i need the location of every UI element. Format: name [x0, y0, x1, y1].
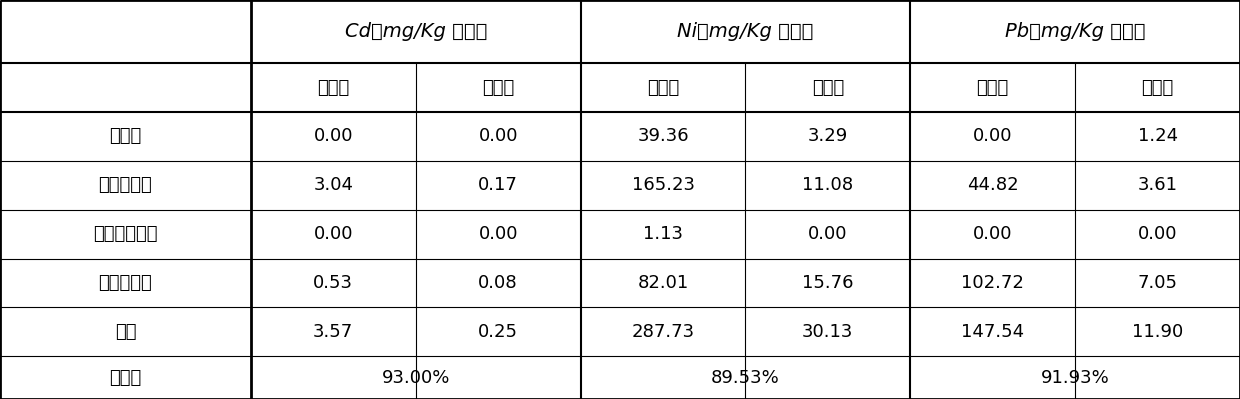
Text: 82.01: 82.01 — [637, 274, 688, 292]
Text: 1.24: 1.24 — [1137, 127, 1178, 145]
Text: 治理后: 治理后 — [482, 79, 515, 97]
Text: 3.04: 3.04 — [314, 176, 353, 194]
Text: 碳酸盐结合态: 碳酸盐结合态 — [93, 225, 157, 243]
Text: 7.05: 7.05 — [1137, 274, 1178, 292]
Text: 39.36: 39.36 — [637, 127, 688, 145]
Text: Cd（mg/Kg 土壤）: Cd（mg/Kg 土壤） — [345, 22, 487, 41]
Text: 102.72: 102.72 — [961, 274, 1024, 292]
Text: 0.00: 0.00 — [973, 225, 1013, 243]
Text: 0.00: 0.00 — [1138, 225, 1177, 243]
Text: Ni（mg/Kg 土壤）: Ni（mg/Kg 土壤） — [677, 22, 813, 41]
Text: 44.82: 44.82 — [967, 176, 1018, 194]
Text: 165.23: 165.23 — [631, 176, 694, 194]
Text: 3.61: 3.61 — [1137, 176, 1178, 194]
Text: 离子交换态: 离子交换态 — [98, 176, 153, 194]
Text: 水溶态: 水溶态 — [109, 127, 141, 145]
Text: 3.57: 3.57 — [314, 323, 353, 341]
Text: 1.13: 1.13 — [644, 225, 683, 243]
Text: 0.08: 0.08 — [479, 274, 518, 292]
Text: 铁锰氧化态: 铁锰氧化态 — [98, 274, 153, 292]
Text: 0.00: 0.00 — [314, 225, 353, 243]
Text: 0.00: 0.00 — [973, 127, 1013, 145]
Text: 3.29: 3.29 — [807, 127, 848, 145]
Text: 总量: 总量 — [114, 323, 136, 341]
Text: 0.53: 0.53 — [314, 274, 353, 292]
Text: 治理后: 治理后 — [812, 79, 844, 97]
Text: 93.00%: 93.00% — [382, 369, 450, 387]
Text: 11.90: 11.90 — [1132, 323, 1183, 341]
Text: 治理前: 治理前 — [977, 79, 1009, 97]
Text: 治理前: 治理前 — [647, 79, 680, 97]
Text: 89.53%: 89.53% — [711, 369, 780, 387]
Text: 0.00: 0.00 — [314, 127, 353, 145]
Text: 147.54: 147.54 — [961, 323, 1024, 341]
Text: 去除率: 去除率 — [109, 369, 141, 387]
Text: 0.00: 0.00 — [479, 127, 518, 145]
Text: 0.25: 0.25 — [479, 323, 518, 341]
Text: 91.93%: 91.93% — [1040, 369, 1110, 387]
Text: 15.76: 15.76 — [802, 274, 853, 292]
Text: 0.00: 0.00 — [808, 225, 848, 243]
Text: 11.08: 11.08 — [802, 176, 853, 194]
Text: Pb（mg/Kg 土壤）: Pb（mg/Kg 土壤） — [1004, 22, 1146, 41]
Text: 287.73: 287.73 — [631, 323, 694, 341]
Text: 0.00: 0.00 — [479, 225, 518, 243]
Text: 30.13: 30.13 — [802, 323, 853, 341]
Text: 0.17: 0.17 — [479, 176, 518, 194]
Text: 治理前: 治理前 — [317, 79, 350, 97]
Text: 治理后: 治理后 — [1142, 79, 1174, 97]
